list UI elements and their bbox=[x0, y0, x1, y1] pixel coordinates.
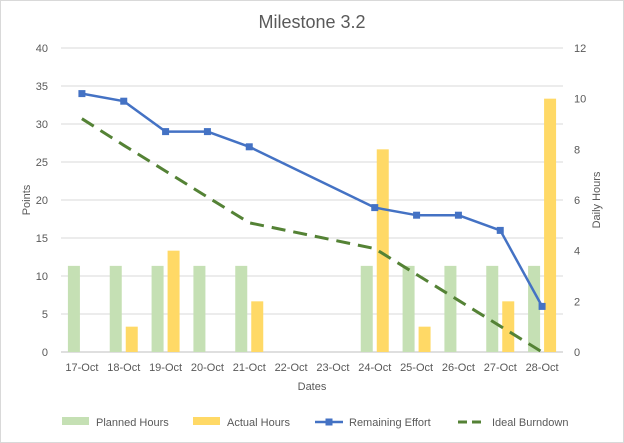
x-tick-label: 17-Oct bbox=[65, 362, 98, 374]
planned-hours-bar bbox=[486, 265, 499, 352]
legend-label-actual-hours: Actual Hours bbox=[227, 417, 290, 429]
line-series bbox=[78, 90, 546, 354]
legend: Planned Hours Actual Hours Remaining Effor… bbox=[62, 417, 568, 429]
actual-hours-bar bbox=[544, 98, 557, 353]
remaining-effort-marker bbox=[413, 211, 421, 219]
x-tick-label: 22-Oct bbox=[275, 362, 308, 374]
x-tick-label: 27-Oct bbox=[484, 362, 517, 374]
legend-label-remaining-effort: Remaining Effort bbox=[349, 417, 431, 429]
y-tick-label: 40 bbox=[36, 43, 48, 55]
x-axis-title: Dates bbox=[298, 381, 327, 393]
actual-hours-bar bbox=[167, 250, 180, 352]
y-tick-label: 15 bbox=[36, 233, 48, 245]
planned-hours-bar bbox=[235, 265, 248, 352]
actual-hours-bar bbox=[125, 326, 138, 352]
y-tick-label: 5 bbox=[42, 309, 48, 321]
remaining-effort-marker bbox=[454, 211, 462, 219]
x-tick-label: 20-Oct bbox=[191, 362, 224, 374]
y-tick-label: 0 bbox=[42, 347, 48, 359]
x-tick-label: 19-Oct bbox=[149, 362, 182, 374]
y2-tick-label: 0 bbox=[574, 347, 580, 359]
legend-swatch-actual-hours bbox=[193, 417, 220, 425]
planned-hours-bar bbox=[193, 265, 206, 352]
legend-swatch-planned-hours bbox=[62, 417, 89, 425]
x-tick-label: 24-Oct bbox=[358, 362, 391, 374]
y2-tick-label: 6 bbox=[574, 195, 580, 207]
y2-tick-label: 10 bbox=[574, 94, 586, 106]
planned-hours-bar bbox=[528, 265, 541, 352]
remaining-effort-line bbox=[81, 92, 544, 308]
remaining-effort-marker bbox=[162, 128, 170, 136]
remaining-effort-marker bbox=[496, 226, 504, 234]
x-tick-label: 25-Oct bbox=[400, 362, 433, 374]
remaining-effort-marker bbox=[538, 302, 546, 310]
axis-ticks: 0 5 10 15 20 25 30 35 40 0 2 4 6 8 10 12 17-Oct 18-Oct 19-… bbox=[36, 43, 587, 374]
chart-title: Milestone 3.2 bbox=[258, 12, 365, 32]
y-tick-label: 35 bbox=[36, 81, 48, 93]
x-tick-label: 21-Oct bbox=[233, 362, 266, 374]
y-tick-label: 25 bbox=[36, 157, 48, 169]
planned-hours-bar bbox=[67, 265, 80, 352]
planned-hours-bar bbox=[444, 265, 457, 352]
actual-hours-bar bbox=[376, 149, 389, 352]
x-tick-label: 28-Oct bbox=[526, 362, 559, 374]
y-tick-label: 20 bbox=[36, 195, 48, 207]
remaining-effort-marker bbox=[203, 128, 211, 136]
x-tick-label: 18-Oct bbox=[107, 362, 140, 374]
planned-hours-bar bbox=[402, 265, 415, 352]
y2-tick-label: 8 bbox=[574, 144, 580, 156]
gridlines bbox=[61, 47, 563, 353]
actual-hours-bar bbox=[418, 326, 431, 352]
y-tick-label: 10 bbox=[36, 271, 48, 283]
actual-hours-bar bbox=[251, 301, 264, 352]
y-axis-title: Points bbox=[21, 184, 33, 215]
legend-marker-remaining-effort bbox=[325, 418, 333, 426]
bar-series bbox=[67, 98, 557, 353]
planned-hours-bar bbox=[151, 265, 164, 352]
remaining-effort-marker bbox=[371, 204, 379, 212]
legend-label-ideal-burndown: Ideal Burndown bbox=[492, 417, 568, 429]
x-tick-label: 23-Oct bbox=[316, 362, 349, 374]
x-tick-label: 26-Oct bbox=[442, 362, 475, 374]
actual-hours-bar bbox=[502, 301, 515, 352]
ideal-burndown-line bbox=[81, 117, 543, 354]
remaining-effort-marker bbox=[78, 90, 86, 98]
remaining-effort-marker bbox=[245, 143, 253, 151]
y2-tick-label: 12 bbox=[574, 43, 586, 55]
y2-axis-title: Daily Hours bbox=[591, 171, 603, 228]
legend-label-planned-hours: Planned Hours bbox=[96, 417, 169, 429]
planned-hours-bar bbox=[109, 265, 122, 352]
y2-tick-label: 4 bbox=[574, 246, 580, 258]
remaining-effort-marker bbox=[120, 97, 128, 105]
y2-tick-label: 2 bbox=[574, 296, 580, 308]
planned-hours-bar bbox=[360, 265, 373, 352]
y-tick-label: 30 bbox=[36, 119, 48, 131]
